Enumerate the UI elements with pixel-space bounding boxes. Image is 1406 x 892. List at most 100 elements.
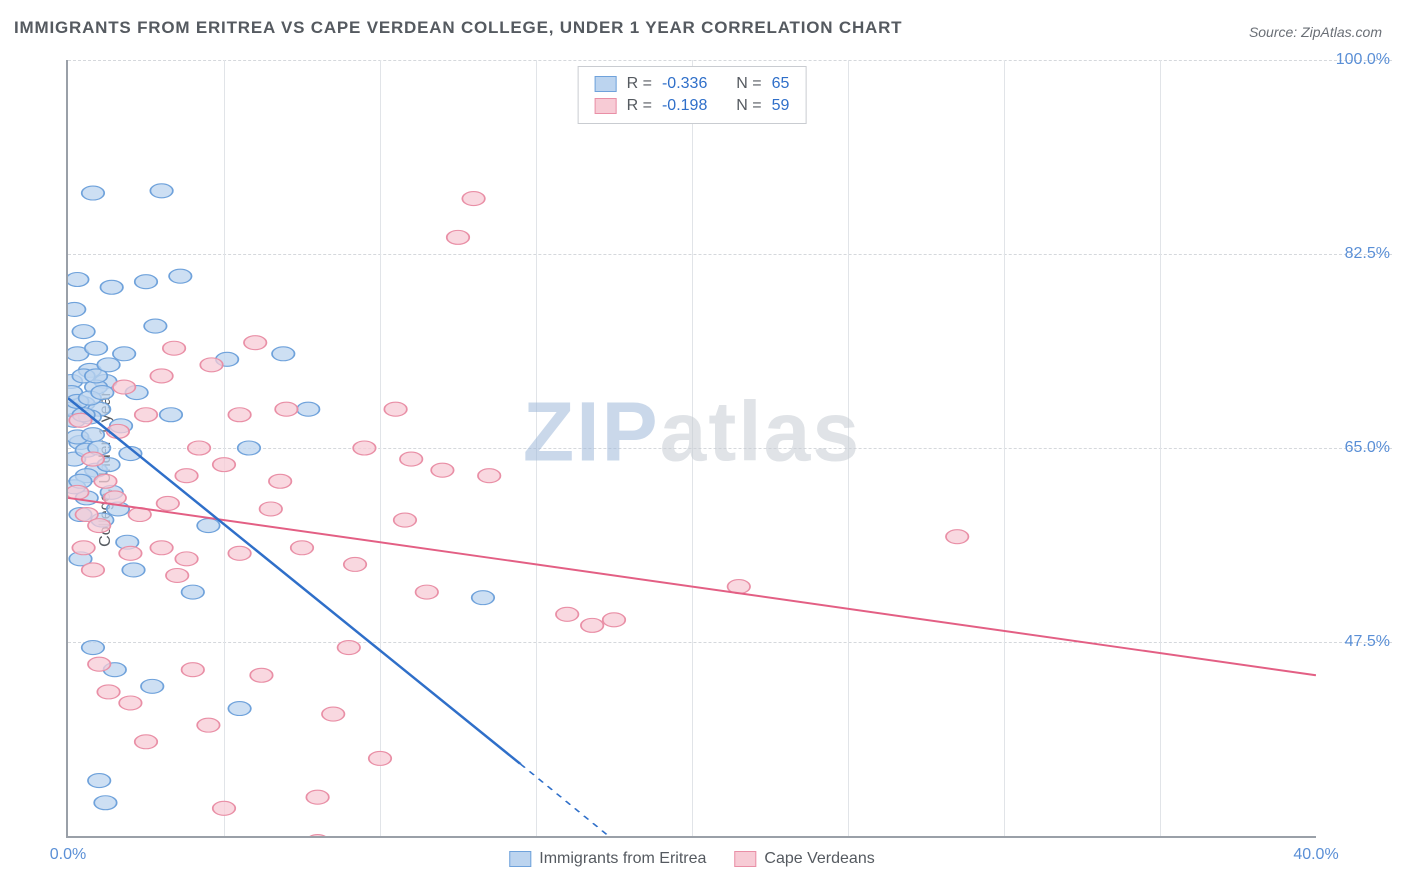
scatter-point-b — [322, 707, 344, 721]
scatter-point-b — [369, 751, 391, 765]
scatter-point-a — [72, 325, 94, 339]
scatter-point-b — [72, 541, 94, 555]
scatter-point-a — [472, 591, 494, 605]
scatter-point-b — [228, 408, 250, 422]
scatter-point-b — [581, 618, 603, 632]
scatter-point-a — [91, 386, 113, 400]
scatter-point-a — [144, 319, 166, 333]
scatter-point-b — [119, 546, 141, 560]
scatter-point-b — [157, 496, 179, 510]
trend-line-b — [68, 498, 1316, 675]
correlation-legend: R = -0.336 N = 65 R = -0.198 N = 59 — [578, 66, 807, 124]
scatter-point-b — [946, 530, 968, 544]
swatch-series-b — [734, 851, 756, 867]
r-value-a: -0.336 — [662, 75, 707, 93]
scatter-point-a — [68, 302, 85, 316]
x-tick-label: 0.0% — [50, 846, 86, 864]
scatter-point-b — [394, 513, 416, 527]
scatter-point-a — [197, 519, 219, 533]
source-attribution: Source: ZipAtlas.com — [1249, 24, 1382, 40]
scatter-point-b — [228, 546, 250, 560]
legend-item-a: Immigrants from Eritrea — [509, 850, 706, 868]
scatter-point-b — [182, 663, 204, 677]
scatter-point-a — [82, 428, 104, 442]
scatter-point-a — [150, 184, 172, 198]
scatter-point-b — [556, 607, 578, 621]
scatter-point-b — [97, 685, 119, 699]
swatch-series-b — [595, 98, 617, 114]
scatter-point-a — [228, 702, 250, 716]
scatter-point-b — [478, 469, 500, 483]
scatter-point-b — [88, 657, 110, 671]
scatter-point-b — [462, 192, 484, 206]
scatter-point-a — [82, 186, 104, 200]
n-label: N = — [736, 75, 761, 93]
scatter-point-a — [169, 269, 191, 283]
n-value-b: 59 — [772, 97, 790, 115]
legend-label-a: Immigrants from Eritrea — [539, 850, 706, 868]
scatter-point-b — [400, 452, 422, 466]
series-legend: Immigrants from Eritrea Cape Verdeans — [509, 850, 874, 868]
scatter-point-b — [150, 541, 172, 555]
scatter-point-b — [188, 441, 210, 455]
scatter-point-b — [338, 641, 360, 655]
scatter-point-a — [141, 679, 163, 693]
legend-row-a: R = -0.336 N = 65 — [595, 73, 790, 95]
scatter-point-b — [260, 502, 282, 516]
chart-container: College, Under 1 year ZIPatlas R = -0.33… — [14, 60, 1392, 878]
scatter-point-a — [160, 408, 182, 422]
r-label: R = — [627, 75, 652, 93]
scatter-point-b — [250, 668, 272, 682]
scatter-point-a — [100, 280, 122, 294]
scatter-point-b — [113, 380, 135, 394]
scatter-point-b — [275, 402, 297, 416]
scatter-svg — [68, 60, 1316, 836]
legend-item-b: Cape Verdeans — [734, 850, 874, 868]
trend-line-a-dashed — [520, 764, 676, 836]
y-tick-label: 100.0% — [1320, 51, 1390, 69]
scatter-point-b — [163, 341, 185, 355]
scatter-point-a — [82, 641, 104, 655]
scatter-point-b — [269, 474, 291, 488]
y-tick-label: 47.5% — [1320, 633, 1390, 651]
y-tick-label: 82.5% — [1320, 245, 1390, 263]
scatter-point-a — [97, 358, 119, 372]
swatch-series-a — [509, 851, 531, 867]
scatter-point-b — [175, 552, 197, 566]
scatter-point-b — [94, 474, 116, 488]
scatter-point-b — [416, 585, 438, 599]
scatter-point-b — [175, 469, 197, 483]
scatter-point-a — [94, 796, 116, 810]
scatter-point-a — [85, 341, 107, 355]
scatter-point-b — [213, 458, 235, 472]
scatter-point-b — [344, 557, 366, 571]
scatter-point-a — [238, 441, 260, 455]
scatter-point-b — [135, 408, 157, 422]
scatter-point-b — [306, 790, 328, 804]
scatter-point-b — [88, 519, 110, 533]
scatter-point-b — [200, 358, 222, 372]
n-value-a: 65 — [772, 75, 790, 93]
scatter-point-b — [150, 369, 172, 383]
swatch-series-a — [595, 76, 617, 92]
legend-label-b: Cape Verdeans — [764, 850, 874, 868]
plot-area: ZIPatlas R = -0.336 N = 65 R = -0.198 N … — [66, 60, 1316, 838]
scatter-point-a — [135, 275, 157, 289]
scatter-point-a — [182, 585, 204, 599]
scatter-point-a — [113, 347, 135, 361]
scatter-point-b — [82, 563, 104, 577]
scatter-point-b — [166, 569, 188, 583]
scatter-point-a — [88, 774, 110, 788]
scatter-point-a — [297, 402, 319, 416]
r-label: R = — [627, 97, 652, 115]
scatter-point-a — [122, 563, 144, 577]
chart-title: IMMIGRANTS FROM ERITREA VS CAPE VERDEAN … — [14, 18, 902, 38]
scatter-point-b — [306, 835, 328, 836]
y-tick-label: 65.0% — [1320, 439, 1390, 457]
scatter-point-b — [244, 336, 266, 350]
x-tick-label: 40.0% — [1293, 846, 1338, 864]
scatter-point-b — [291, 541, 313, 555]
n-label: N = — [736, 97, 761, 115]
scatter-point-b — [197, 718, 219, 732]
r-value-b: -0.198 — [662, 97, 707, 115]
